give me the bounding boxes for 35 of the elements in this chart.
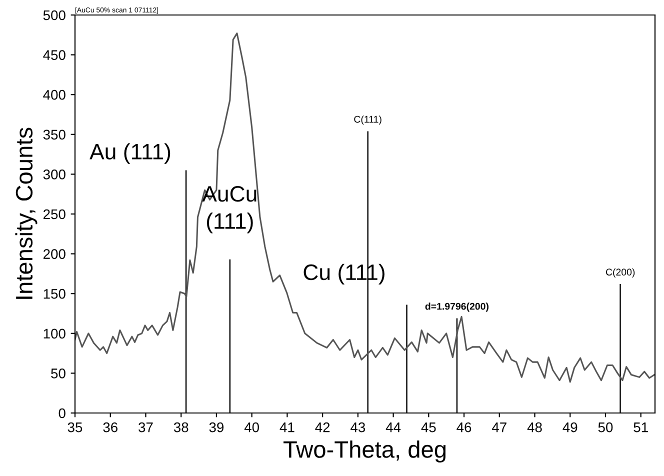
y-tick-label: 200 [44, 249, 66, 259]
y-tick-label: 150 [44, 288, 66, 299]
y-tick-label: 50 [51, 368, 66, 378]
annotation: C(111) [354, 116, 382, 125]
x-tick-label: 46 [456, 422, 472, 432]
y-tick-label: 500 [43, 10, 66, 20]
x-tick-label: 49 [562, 422, 578, 432]
annotation: d=1.9796(200) [425, 302, 488, 312]
x-tick-label: 45 [421, 422, 436, 432]
x-tick-label: 38 [174, 422, 188, 432]
y-tick-label: 450 [43, 50, 66, 60]
y-tick-label: 0 [58, 408, 66, 418]
x-tick-label: 42 [315, 422, 330, 432]
x-tick-label: 48 [527, 422, 542, 432]
y-tick-label: 250 [44, 209, 66, 220]
y-tick-label: 350 [43, 130, 66, 140]
x-tick-label: 50 [598, 422, 613, 432]
x-tick-label: 35 [68, 422, 82, 432]
x-tick-label: 43 [350, 422, 366, 432]
x-tick-label: 51 [634, 422, 648, 432]
x-tick-label: 36 [103, 422, 118, 432]
x-tick-label: 40 [244, 422, 260, 432]
y-axis-title: Intensity, Counts [15, 128, 38, 299]
x-tick-label: 44 [386, 422, 401, 432]
y-tick-label: 400 [43, 90, 66, 100]
annotation: C(200) [606, 268, 635, 278]
x-tick-label: 47 [492, 422, 506, 432]
y-tick-label: 300 [43, 170, 66, 180]
y-tick-label: 100 [44, 328, 66, 339]
x-tick-label: 37 [138, 422, 153, 432]
annotation: Au (111) [90, 143, 170, 164]
x-tick-label: 41 [280, 422, 294, 432]
x-axis-title: Two-Theta, deg [284, 440, 446, 463]
line-series [75, 32, 655, 383]
x-tick-label: 39 [209, 422, 224, 432]
